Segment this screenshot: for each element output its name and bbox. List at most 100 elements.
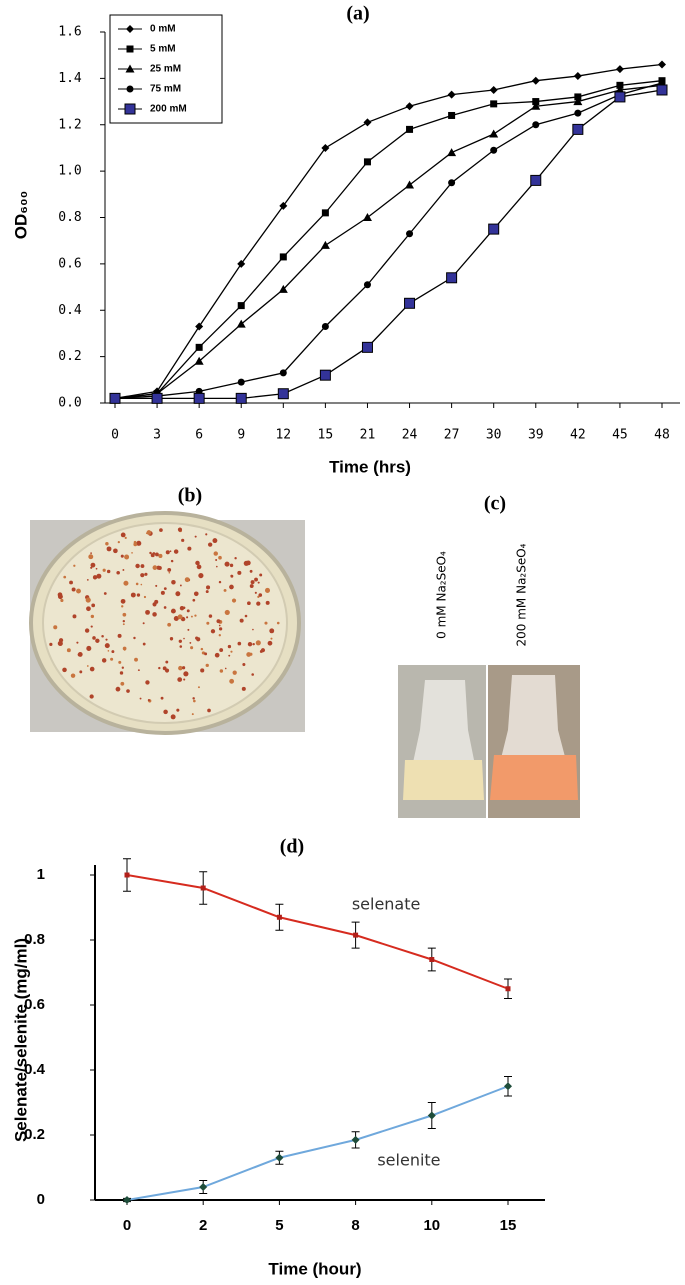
colony (71, 587, 76, 592)
x-tick-label: 2 (199, 1217, 207, 1234)
panel-label: (d) (280, 836, 304, 858)
colony (213, 551, 218, 556)
marker (614, 91, 626, 103)
marker (363, 118, 372, 127)
y-tick-label: 0.8 (58, 210, 81, 225)
colony (179, 584, 182, 587)
colony (116, 570, 120, 575)
colony (57, 594, 63, 600)
y-tick-label: 0.4 (58, 303, 82, 318)
colony (173, 549, 179, 554)
colony (106, 569, 111, 574)
colony (249, 584, 254, 588)
marker (658, 60, 666, 69)
colony (146, 530, 152, 535)
marker (321, 322, 329, 330)
colony (140, 564, 145, 568)
marker (615, 65, 624, 74)
marker (125, 64, 135, 73)
y-tick-label: 0.2 (24, 1126, 45, 1143)
colony (135, 582, 139, 586)
marker (446, 272, 458, 284)
colony (242, 663, 246, 667)
colony (96, 573, 102, 579)
colony (106, 546, 112, 552)
x-tick-label: 6 (195, 428, 203, 443)
colony (134, 657, 138, 662)
y-tick-label: 1.0 (58, 164, 81, 179)
colony (95, 567, 98, 570)
colony (169, 550, 172, 553)
colony (119, 671, 124, 675)
colony (126, 689, 130, 693)
marker (237, 378, 245, 386)
colony (113, 548, 118, 554)
marker (200, 885, 206, 891)
colony (170, 638, 173, 641)
colony (147, 699, 151, 702)
y-tick-label: 0.6 (24, 996, 45, 1013)
colony (139, 697, 142, 700)
colony (230, 650, 233, 653)
marker (532, 98, 540, 106)
y-tick-label: 0.0 (58, 396, 81, 411)
panel-label: (c) (484, 493, 506, 515)
colony (257, 595, 260, 599)
colony (167, 622, 172, 627)
colony (187, 546, 192, 551)
colony (229, 584, 234, 590)
colony (150, 553, 155, 558)
colony (208, 614, 213, 618)
colony (205, 663, 209, 668)
marker (489, 129, 499, 138)
colony (175, 591, 181, 597)
colony (249, 569, 253, 573)
colony (142, 642, 146, 646)
colony (158, 666, 161, 670)
colony (167, 567, 172, 572)
marker (405, 180, 415, 189)
marker (490, 146, 498, 154)
colony (86, 645, 92, 651)
marker (531, 76, 540, 85)
colony (72, 614, 77, 619)
marker (199, 1183, 208, 1191)
marker (489, 85, 498, 94)
colony (133, 636, 136, 640)
colony (77, 652, 83, 657)
marker (126, 85, 134, 93)
marker (427, 1111, 436, 1120)
x-axis-title: Time (hour) (268, 1259, 361, 1278)
colony (122, 646, 127, 651)
colony (104, 643, 110, 649)
colony (122, 612, 127, 617)
colony (168, 571, 171, 574)
marker (124, 872, 130, 878)
series-label: selenate (352, 894, 421, 913)
colony (143, 595, 147, 599)
marker (447, 90, 456, 99)
colony (256, 601, 261, 606)
colony (122, 619, 125, 623)
colony (79, 670, 83, 674)
colony (254, 577, 258, 582)
colony (53, 625, 58, 630)
colony (145, 609, 150, 615)
marker (572, 123, 584, 135)
colony (215, 558, 218, 561)
colony (160, 590, 165, 595)
colony (170, 608, 176, 614)
marker (448, 111, 456, 119)
colony (229, 678, 235, 684)
x-tick-label: 24 (402, 428, 418, 443)
colony (176, 708, 180, 712)
colony (171, 579, 176, 585)
marker (504, 1082, 512, 1091)
colony (121, 605, 124, 608)
colony (198, 573, 204, 579)
colony (190, 646, 194, 650)
colony (190, 615, 193, 618)
marker (236, 319, 246, 328)
marker (275, 1153, 284, 1162)
x-tick-label: 21 (360, 428, 376, 443)
